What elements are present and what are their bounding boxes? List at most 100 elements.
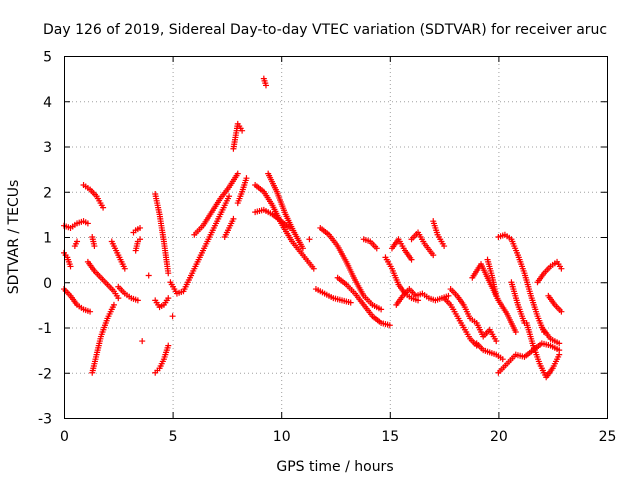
data-point [87, 308, 94, 315]
data-point [67, 263, 74, 270]
y-tick-label: 3 [43, 140, 52, 156]
series-arc05 [80, 181, 107, 211]
data-point [74, 238, 81, 245]
series-arc34 [388, 236, 415, 263]
series-arc20 [169, 313, 176, 320]
data-point [558, 308, 565, 315]
data-point [139, 338, 146, 345]
series-arc29 [317, 224, 385, 313]
data-point [145, 272, 152, 279]
series-arc11 [130, 224, 144, 236]
data-point [100, 204, 107, 211]
series-arc37 [393, 286, 452, 308]
data-point [226, 193, 233, 200]
data-point [110, 301, 117, 308]
data-points [61, 75, 565, 381]
axis-ticks [64, 56, 608, 419]
data-point [556, 351, 563, 358]
series-arc35 [408, 229, 437, 259]
series-arc33 [382, 254, 422, 304]
data-point [512, 329, 519, 336]
data-point [91, 243, 98, 250]
series-arc16 [152, 295, 172, 311]
data-point [310, 265, 317, 272]
data-point [137, 224, 144, 231]
data-point [347, 299, 354, 306]
series-arc44 [495, 340, 563, 376]
series-arc38 [441, 295, 480, 349]
series-arc24 [260, 75, 269, 89]
data-point [165, 295, 172, 302]
data-point [84, 220, 91, 227]
series-arc23 [230, 120, 246, 152]
data-point [430, 252, 437, 259]
series-arc13 [139, 338, 146, 345]
x-tick-labels: 0 5 10 15 20 25 [60, 429, 616, 445]
data-point [299, 245, 306, 252]
series-arc21 [221, 215, 237, 240]
data-point [239, 127, 246, 134]
data-point [373, 245, 380, 252]
series-arc01 [61, 218, 91, 231]
grid [64, 56, 607, 418]
series-arc41 [469, 261, 519, 336]
x-tick-label: 0 [60, 429, 69, 445]
x-tick-label: 5 [169, 429, 178, 445]
data-point [493, 338, 500, 345]
series-arc47 [534, 258, 565, 286]
series-arc17 [152, 342, 172, 376]
series-arc08 [89, 234, 98, 250]
data-point [121, 265, 128, 272]
data-point [558, 265, 565, 272]
series-arc40 [473, 340, 506, 363]
y-tick-label: -2 [38, 366, 52, 382]
data-point [441, 243, 448, 250]
series-arc15 [152, 191, 172, 277]
x-tick-label: 20 [490, 429, 508, 445]
data-point [169, 313, 176, 320]
series-arc12 [132, 236, 144, 254]
chart-title: Day 126 of 2019, Sidereal Day-to-day VTE… [43, 22, 607, 38]
data-point [386, 322, 393, 329]
y-tick-label: 2 [43, 185, 52, 201]
data-point [415, 297, 422, 304]
y-tick-label: -3 [38, 412, 52, 428]
data-point [556, 340, 563, 347]
y-tick-label: 1 [43, 231, 52, 247]
data-point [234, 170, 241, 177]
series-arc39 [447, 286, 500, 345]
y-tick-labels: -3 -2 -1 0 1 2 3 4 5 [38, 50, 52, 428]
series-arc32 [360, 236, 380, 252]
x-axis-label: GPS time / hours [276, 459, 393, 475]
series-arc45 [508, 279, 528, 326]
data-point [230, 215, 237, 222]
data-point [499, 356, 506, 363]
data-point [408, 256, 415, 263]
series-arc19 [191, 170, 241, 238]
data-point [493, 292, 500, 299]
series-arc04 [71, 238, 81, 250]
series-arc02 [61, 249, 74, 270]
series-arc36 [430, 218, 448, 250]
series-arc46 [523, 319, 563, 381]
x-tick-label: 15 [381, 429, 399, 445]
series-arc30 [312, 286, 354, 306]
y-tick-label: 0 [43, 276, 52, 292]
series-arc22 [234, 175, 250, 207]
data-point [243, 175, 250, 182]
series-arc28 [306, 236, 313, 243]
series-arc48 [545, 292, 565, 315]
data-point [165, 342, 172, 349]
plot-frame [64, 56, 608, 419]
series-arc07 [89, 301, 117, 376]
data-point [137, 236, 144, 243]
data-point [378, 306, 385, 313]
series-arc18 [167, 193, 233, 297]
y-tick-label: 5 [43, 50, 52, 66]
series-arc09 [108, 238, 128, 272]
data-point [134, 297, 141, 304]
series-arc03 [61, 286, 94, 315]
data-point [445, 292, 452, 299]
